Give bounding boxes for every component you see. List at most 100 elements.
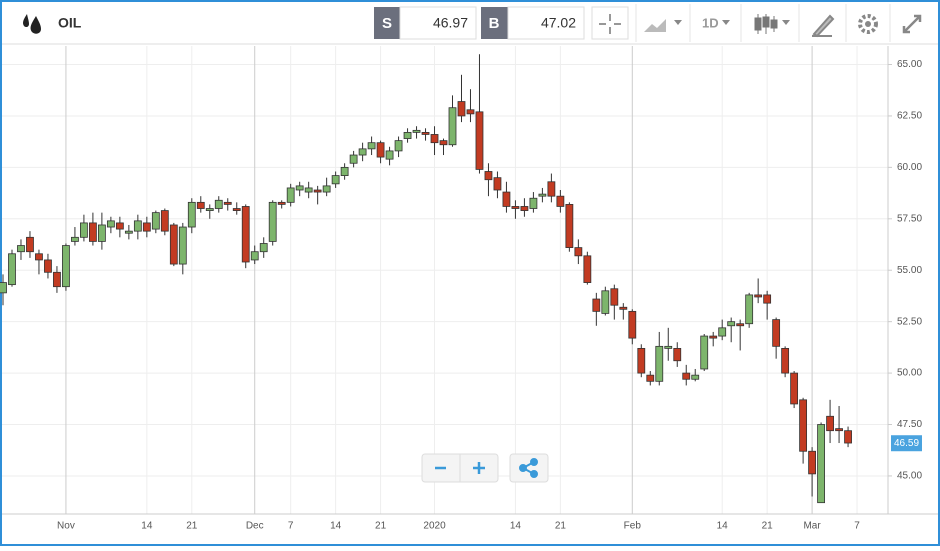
y-tick-label: 55.00	[897, 265, 922, 276]
share-icon	[519, 458, 538, 478]
candle-body	[97, 224, 106, 242]
expand-icon[interactable]	[902, 14, 922, 34]
x-tick-label: 14	[717, 521, 729, 532]
candle-body	[736, 323, 745, 327]
candle-body	[160, 210, 169, 232]
candle-body	[457, 101, 466, 117]
candle-body	[295, 185, 304, 191]
chart-type-icon[interactable]	[644, 19, 666, 32]
buy-box[interactable]	[481, 7, 508, 39]
y-tick-label: 52.50	[897, 316, 922, 327]
candle-body	[385, 150, 394, 160]
sell-box[interactable]	[374, 7, 400, 39]
candle-body	[844, 430, 852, 444]
candle-body	[709, 335, 718, 339]
candle-body	[691, 374, 700, 380]
y-tick-label: 60.00	[897, 162, 922, 173]
candle-body	[277, 201, 286, 205]
settings-core	[865, 21, 871, 27]
x-tick-label: 14	[141, 521, 153, 532]
sell-field[interactable]	[399, 6, 477, 40]
buy-price[interactable]: 47.02	[541, 15, 576, 31]
candle-body	[196, 201, 205, 209]
candle-body	[790, 372, 799, 405]
candle-body	[601, 290, 610, 314]
candle-body	[574, 247, 583, 257]
candle-body	[124, 230, 133, 234]
candle-body	[538, 193, 547, 197]
x-tick-label: 21	[555, 521, 567, 532]
candles-icon[interactable]	[754, 14, 778, 34]
crosshair-icon	[599, 14, 621, 34]
x-tick-label: 7	[854, 521, 860, 532]
x-tick-label: Nov	[57, 521, 75, 532]
candle-body	[142, 222, 151, 232]
candle-body	[106, 220, 115, 228]
candle-body	[322, 185, 331, 193]
zoom-controls	[421, 453, 549, 483]
dropdown-arrow	[674, 20, 682, 25]
dropdown-arrow	[782, 20, 790, 25]
buy-label[interactable]: B	[489, 15, 500, 32]
candle-body	[115, 222, 124, 230]
candle-body	[826, 415, 834, 432]
candle-body	[205, 208, 214, 211]
candle-body	[565, 203, 574, 248]
candle-body	[493, 177, 502, 191]
candle-body	[682, 372, 691, 380]
period[interactable]: 1D	[702, 15, 719, 30]
candle-body	[673, 347, 682, 362]
y-tick-label: 45.00	[897, 471, 922, 482]
candle-body	[259, 243, 268, 253]
candle-body	[26, 236, 34, 253]
candle-body	[583, 255, 592, 283]
candle-body	[232, 208, 241, 211]
y-tick-label: 62.50	[897, 111, 922, 122]
candle-body	[808, 450, 816, 475]
candle-body	[439, 140, 448, 146]
candle-body	[700, 335, 709, 370]
candle-body	[89, 222, 97, 242]
symbol: OIL	[58, 15, 82, 31]
plot-area	[0, 46, 892, 514]
x-tick-label: 21	[375, 521, 387, 532]
candle-body	[151, 212, 160, 230]
candle-body	[781, 347, 790, 374]
x-tick-label: 21	[762, 521, 774, 532]
settings-icon[interactable]	[858, 14, 878, 34]
crosshair-button[interactable]	[591, 6, 629, 40]
candle-body	[313, 189, 322, 193]
candle-body	[223, 201, 232, 205]
candle-body	[754, 294, 763, 298]
candle-body	[367, 142, 376, 150]
buy-field[interactable]	[507, 6, 585, 40]
y-tick-label: 50.00	[897, 368, 922, 379]
sell-price[interactable]: 46.97	[433, 15, 468, 31]
candle-body	[529, 197, 538, 209]
candle-body	[646, 374, 655, 382]
candle-body	[214, 199, 223, 209]
candle-body	[475, 111, 484, 170]
candle-body	[376, 142, 385, 158]
x-tick-label: 21	[186, 521, 198, 532]
candle-body	[637, 347, 646, 374]
candle-body	[763, 294, 772, 304]
candle-body	[17, 245, 25, 253]
candle-body	[619, 306, 628, 310]
candle-body	[358, 148, 367, 156]
candle-body	[304, 187, 313, 193]
candle-body	[547, 181, 556, 197]
sell-label[interactable]: S	[382, 15, 392, 32]
zoom-in[interactable]	[473, 462, 485, 474]
candle-body	[62, 245, 70, 288]
candle-body	[421, 131, 430, 135]
candle-body	[178, 226, 187, 265]
draw-icon[interactable]	[812, 14, 835, 38]
candle-body	[394, 140, 403, 152]
candle-body	[727, 321, 736, 327]
candle-body	[8, 253, 16, 286]
current-price-label: 46.59	[894, 438, 919, 449]
share-button[interactable]	[509, 453, 549, 483]
candle-body	[466, 109, 475, 115]
